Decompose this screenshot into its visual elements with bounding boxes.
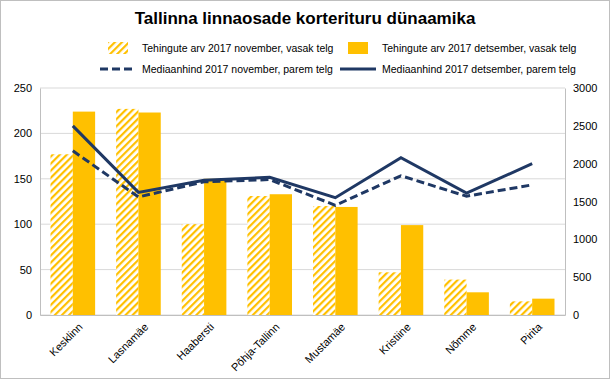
tick: Põhja-Tallinn bbox=[229, 315, 282, 374]
title: Tallinna linnaosade korterituru dünaamik… bbox=[135, 9, 476, 28]
grid-line bbox=[40, 88, 565, 89]
frame bbox=[1, 1, 610, 379]
y-axis: 0 50 100 150 200 250 bbox=[14, 82, 41, 321]
tick-label: Haabersti bbox=[174, 321, 216, 363]
bar bbox=[313, 206, 335, 315]
marks bbox=[51, 109, 555, 315]
bar bbox=[467, 292, 489, 315]
tick: 500 bbox=[565, 271, 591, 283]
tick-label: 2500 bbox=[573, 120, 597, 132]
bar-series bbox=[51, 109, 533, 315]
bar bbox=[270, 194, 292, 315]
tick: Nõmme bbox=[443, 315, 479, 356]
line bbox=[73, 126, 532, 198]
bar bbox=[379, 272, 401, 315]
tick-label: 150 bbox=[14, 173, 32, 185]
tick: 2000 bbox=[565, 158, 597, 170]
bar bbox=[532, 299, 554, 315]
bar bbox=[335, 207, 357, 315]
tick: Haabersti bbox=[174, 315, 216, 362]
legend-item: Tehingute arv 2017 detsember, vasak telg bbox=[348, 42, 577, 54]
tick-label: Kesklinn bbox=[47, 321, 85, 359]
tick: 0 bbox=[565, 309, 579, 321]
legend: Tehingute arv 2017 november, vasak telg T… bbox=[100, 42, 577, 75]
bar bbox=[444, 280, 466, 315]
tick: 100 bbox=[14, 218, 40, 230]
legend-label: Tehingute arv 2017 detsember, vasak telg bbox=[382, 42, 577, 54]
tick: 50 bbox=[20, 264, 40, 276]
legend-label: Tehingute arv 2017 november, vasak telg bbox=[142, 42, 334, 54]
tick: 1000 bbox=[565, 233, 597, 245]
axis-line bbox=[41, 315, 566, 316]
bar bbox=[51, 154, 73, 315]
tick: Kesklinn bbox=[47, 315, 85, 358]
tick: 250 bbox=[14, 82, 40, 94]
legend-symbol bbox=[348, 42, 368, 54]
bar bbox=[510, 301, 532, 315]
tick: Kristiine bbox=[377, 315, 413, 357]
y2-axis: 0 500 1000 1500 2000 2500 3000 bbox=[565, 82, 597, 321]
tick-label: 3000 bbox=[573, 82, 597, 94]
legend-item: Mediaanhind 2017 november, parem telg bbox=[100, 63, 333, 75]
tick: 0 bbox=[26, 309, 40, 321]
chart: Tallinna linnaosade korterituru dünaamik… bbox=[0, 0, 610, 379]
plot: Kesklinn Lasnamäe Haabersti Põhja-Tallinn Mu… bbox=[14, 82, 598, 374]
tick-label: 0 bbox=[573, 309, 579, 321]
bar bbox=[401, 225, 423, 315]
axis-line bbox=[565, 89, 566, 316]
bar bbox=[182, 224, 204, 315]
tick: 150 bbox=[14, 173, 40, 185]
tick: 1500 bbox=[565, 196, 597, 208]
bar bbox=[73, 112, 95, 315]
tick: 2500 bbox=[565, 120, 597, 132]
legend-symbol bbox=[108, 42, 128, 54]
tick: 3000 bbox=[565, 82, 597, 94]
bar bbox=[204, 179, 226, 315]
bar-series bbox=[73, 112, 555, 315]
bar bbox=[247, 196, 269, 315]
legend-label: Mediaanhind 2017 november, parem telg bbox=[142, 63, 333, 75]
tick-label: Lasnamäe bbox=[106, 321, 151, 366]
line bbox=[73, 151, 532, 205]
legend-item: Mediaanhind 2017 detsember, parem telg bbox=[340, 63, 576, 75]
tick: Pirita bbox=[518, 315, 545, 347]
tick-label: 100 bbox=[14, 218, 32, 230]
tick-label: 1000 bbox=[573, 233, 597, 245]
legend-symbol bbox=[100, 68, 136, 71]
tick-label: 200 bbox=[14, 127, 32, 139]
tick-label: Mustamäe bbox=[303, 321, 348, 366]
legend-symbol bbox=[340, 68, 376, 71]
bar bbox=[138, 113, 160, 315]
legend-label: Mediaanhind 2017 detsember, parem telg bbox=[382, 63, 576, 75]
grid bbox=[40, 88, 565, 315]
tick-label: 50 bbox=[20, 264, 32, 276]
tick-label: 2000 bbox=[573, 158, 597, 170]
bar bbox=[116, 109, 138, 315]
tick-label: 0 bbox=[26, 309, 32, 321]
tick: Mustamäe bbox=[303, 315, 348, 365]
tick-label: 1500 bbox=[573, 196, 597, 208]
tick-label: Kristiine bbox=[377, 321, 413, 357]
tick-label: 500 bbox=[573, 271, 591, 283]
tick-label: Nõmme bbox=[443, 321, 479, 357]
tick-label: Pirita bbox=[518, 320, 545, 347]
axis-line bbox=[40, 89, 41, 316]
tick: 200 bbox=[14, 127, 40, 139]
tick: Lasnamäe bbox=[106, 315, 151, 365]
x-axis: Kesklinn Lasnamäe Haabersti Põhja-Tallinn Mu… bbox=[41, 315, 566, 374]
tick-label: Põhja-Tallinn bbox=[229, 321, 282, 374]
legend-item: Tehingute arv 2017 november, vasak telg bbox=[108, 42, 334, 54]
tick-label: 250 bbox=[14, 82, 32, 94]
